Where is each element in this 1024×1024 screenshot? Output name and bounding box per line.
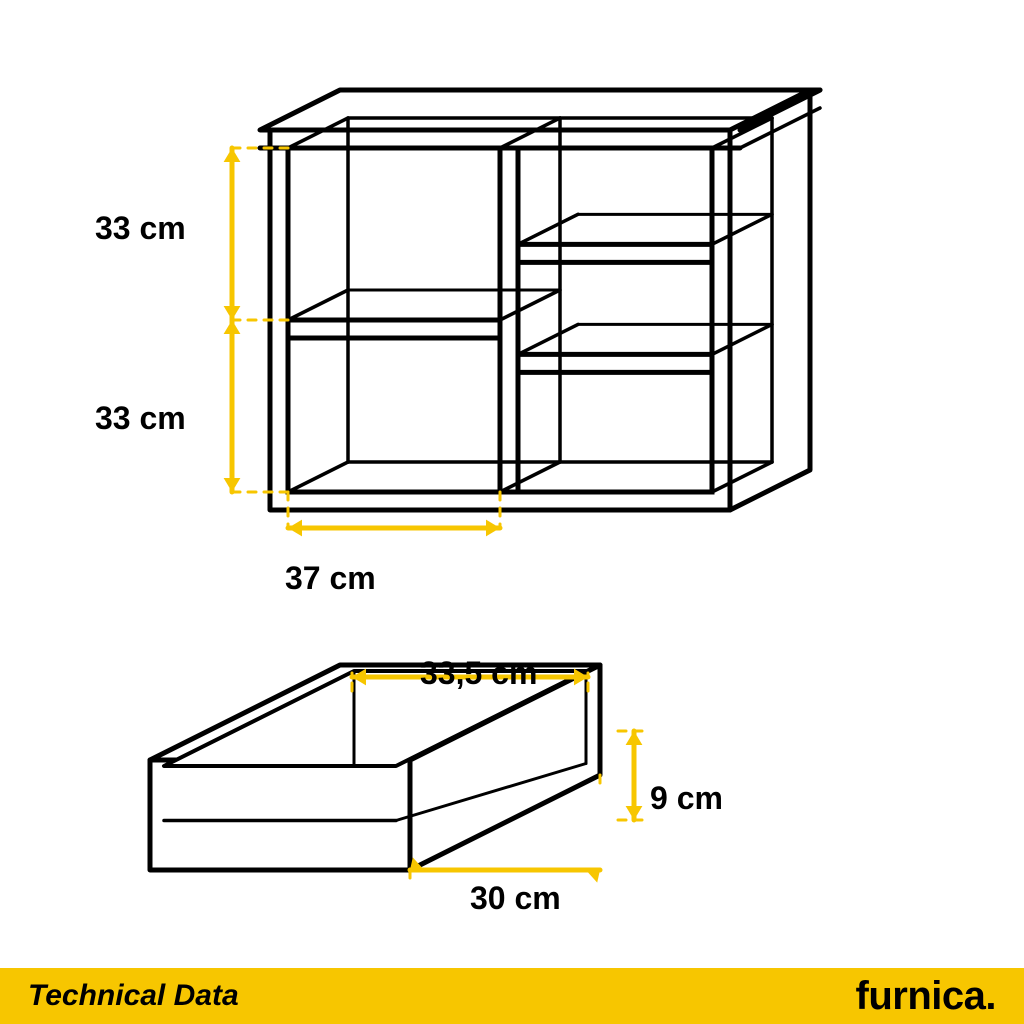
footer-bar: Technical Data furnica. bbox=[0, 968, 1024, 1024]
label-height-upper: 33 cm bbox=[95, 210, 186, 247]
brand-logo: furnica. bbox=[856, 974, 996, 1019]
label-drawer-depth: 30 cm bbox=[470, 880, 561, 917]
stage: 33 cm 33 cm 37 cm 33,5 cm 9 cm 30 cm Tec… bbox=[0, 0, 1024, 1024]
footer-title: Technical Data bbox=[28, 979, 239, 1013]
label-drawer-height: 9 cm bbox=[650, 780, 723, 817]
diagram-svg bbox=[0, 0, 1024, 1024]
label-drawer-width: 33,5 cm bbox=[420, 655, 537, 692]
label-height-lower: 33 cm bbox=[95, 400, 186, 437]
label-width-37: 37 cm bbox=[285, 560, 376, 597]
